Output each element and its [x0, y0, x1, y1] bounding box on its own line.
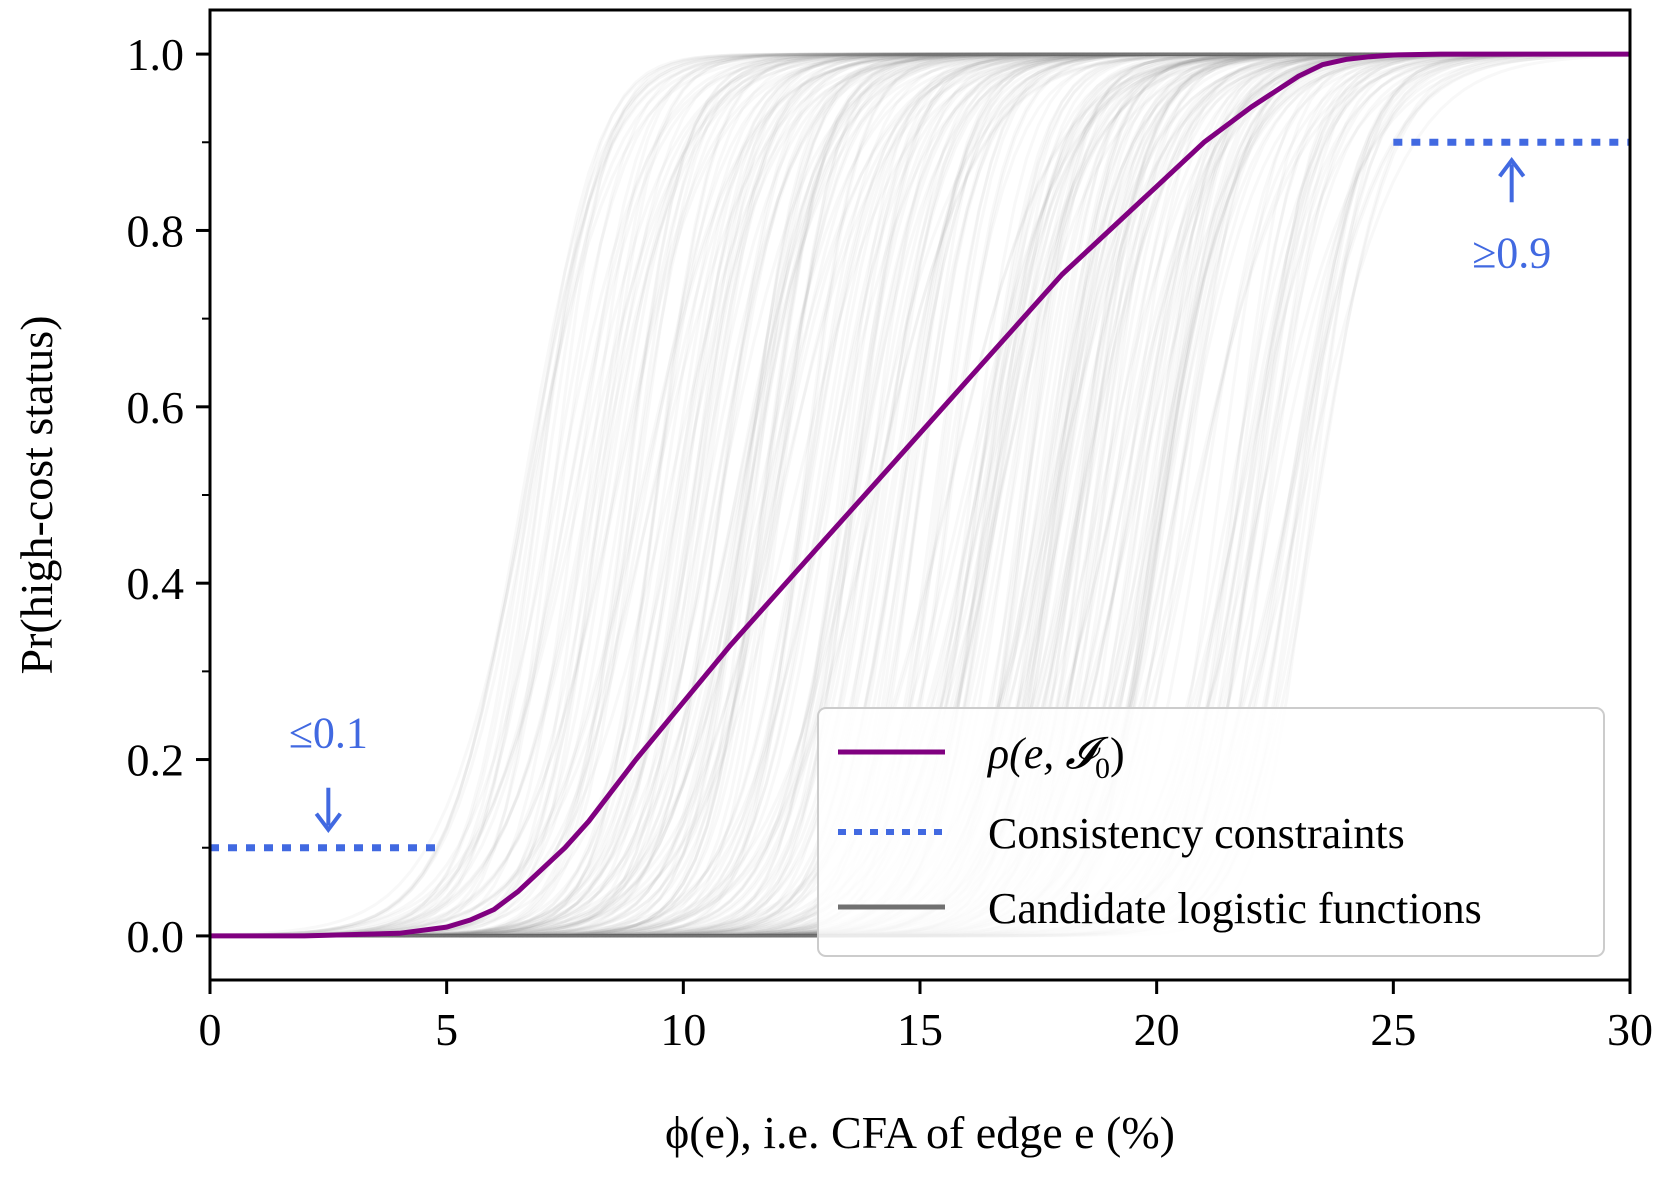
- legend-box: [817, 707, 1605, 957]
- x-tick-label: 30: [1607, 1004, 1653, 1055]
- x-tick-label: 20: [1134, 1004, 1180, 1055]
- constraint-lines: [210, 138, 1630, 852]
- legend-label-constraints: Consistency constraints: [988, 809, 1405, 858]
- y-tick-label: 0.6: [127, 382, 185, 433]
- constraint-annotations: ≤0.1 ≥0.9: [289, 156, 1551, 834]
- y-tick-label: 0.8: [127, 205, 185, 256]
- arrow-up-head-icon: [1498, 156, 1526, 178]
- rho-curve: [210, 51, 1630, 939]
- x-axis-label-text: ϕ(e), i.e. CFA of edge e (%): [665, 1107, 1175, 1158]
- arrow-down-head-icon: [314, 812, 342, 834]
- x-axis-label: ϕ(e), i.e. CFA of edge e (%): [665, 1107, 1175, 1158]
- legend-rho-text: ρ(e, 𝓘: [986, 729, 1109, 778]
- rho-curve-group: [210, 51, 1630, 939]
- x-tick-label: 25: [1370, 1004, 1416, 1055]
- y-axis-label: Pr(high-cost status): [11, 315, 62, 674]
- legend-label-rho: ρ(e, 𝓘0): [986, 729, 1125, 785]
- y-tick-label: 0.2: [127, 735, 185, 786]
- x-axis-ticks: 0 5 10 15 20 25 30: [199, 980, 1653, 1055]
- x-tick-label: 10: [660, 1004, 706, 1055]
- x-tick-label: 5: [435, 1004, 458, 1055]
- legend-rho-sub: 0: [1095, 752, 1110, 785]
- y-tick-label: 0.0: [127, 911, 185, 962]
- constraint-label-lower: ≤0.1: [289, 709, 368, 758]
- y-tick-label: 0.4: [127, 558, 185, 609]
- constraint-label-upper: ≥0.9: [1472, 228, 1551, 277]
- x-tick-label: 15: [897, 1004, 943, 1055]
- x-tick-label: 0: [199, 1004, 222, 1055]
- legend: ρ(e, 𝓘0) Consistency constraints Candida…: [817, 707, 1605, 957]
- y-tick-label: 1.0: [127, 29, 185, 80]
- y-axis-ticks: 0.0 0.2 0.4 0.6 0.8 1.0: [127, 29, 210, 962]
- legend-label-candidates: Candidate logistic functions: [988, 884, 1482, 933]
